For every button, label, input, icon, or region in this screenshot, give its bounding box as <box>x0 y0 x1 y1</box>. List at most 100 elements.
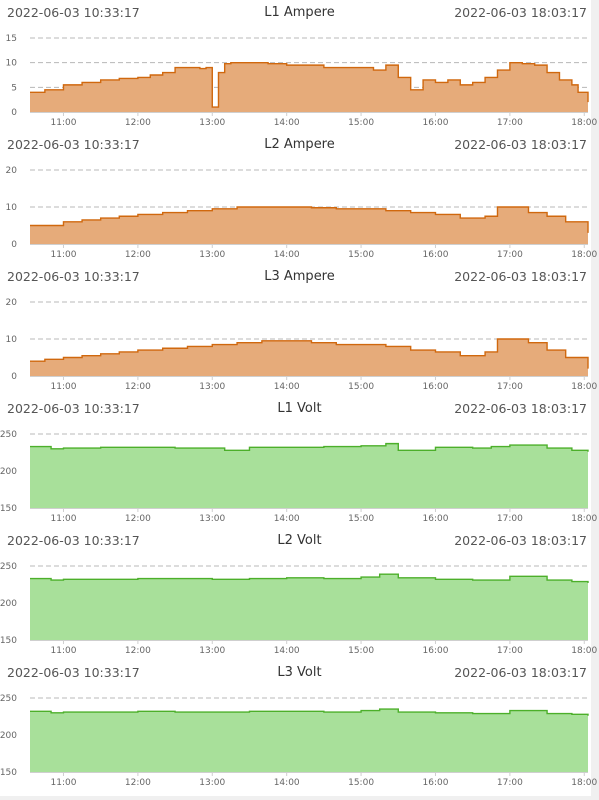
x-tick-label: 11:00 <box>51 118 77 128</box>
x-tick-label: 15:00 <box>348 118 374 128</box>
chart-title: L1 Volt <box>277 401 322 416</box>
y-tick-label: 20 <box>6 166 18 176</box>
chart-panel: L3 Ampere 2022-06-03 10:33:17 2022-06-03 1… <box>0 264 599 396</box>
y-tick-label: 200 <box>0 731 17 741</box>
x-tick-label: 17:00 <box>497 382 523 392</box>
y-tick-label: 0 <box>11 240 17 250</box>
series-area <box>30 709 588 772</box>
page-bottom-edge <box>0 796 599 800</box>
range-end-label: 2022-06-03 18:03:17 <box>454 665 587 680</box>
x-tick-label: 18:00 <box>571 118 597 128</box>
series-line <box>30 206 589 233</box>
x-tick-label: 11:00 <box>51 250 77 260</box>
x-tick-label: 16:00 <box>423 514 449 524</box>
x-tick-label: 17:00 <box>497 250 523 260</box>
x-tick-label: 12:00 <box>125 646 151 656</box>
x-tick-label: 16:00 <box>423 382 449 392</box>
series-line <box>30 442 589 452</box>
chart-title: L3 Volt <box>277 665 322 680</box>
x-tick-label: 13:00 <box>199 778 225 788</box>
y-tick-label: 150 <box>0 504 17 514</box>
range-start-label: 2022-06-03 10:33:17 <box>7 533 140 548</box>
series-area <box>30 574 588 640</box>
y-tick-label: 20 <box>6 298 18 308</box>
chart-svg: 0 10 20 11:00 12:00 13:00 14:00 15:00 16:00 17:00… <box>6 298 598 392</box>
chart-title: L2 Ampere <box>264 137 335 152</box>
y-tick-label: 250 <box>0 562 17 572</box>
x-tick-label: 18:00 <box>571 778 597 788</box>
chart-svg: 150 200 250 11:00 12:00 13:00 14:00 15:00 16:00 1… <box>0 694 598 788</box>
chart-panel: L2 Volt 2022-06-03 10:33:17 2022-06-03 18:… <box>0 528 599 660</box>
y-tick-label: 200 <box>0 599 17 609</box>
x-tick-label: 18:00 <box>571 250 597 260</box>
chart-svg: 0 10 20 11:00 12:00 13:00 14:00 15:00 16:00 17:00… <box>6 166 598 260</box>
series-area <box>30 62 588 112</box>
x-tick-label: 13:00 <box>199 250 225 260</box>
chart-header: L2 Volt 2022-06-03 10:33:17 2022-06-03 18:… <box>0 528 599 552</box>
x-tick-label: 11:00 <box>51 646 77 656</box>
range-end-label: 2022-06-03 18:03:17 <box>454 269 587 284</box>
x-tick-label: 18:00 <box>571 382 597 392</box>
series-line <box>30 61 589 108</box>
page-right-edge <box>591 0 599 800</box>
x-tick-label: 17:00 <box>497 514 523 524</box>
chart-header: L2 Ampere 2022-06-03 10:33:17 2022-06-03 1… <box>0 132 599 156</box>
x-tick-label: 15:00 <box>348 382 374 392</box>
range-end-label: 2022-06-03 18:03:17 <box>454 137 587 152</box>
chart-svg: 0 5 10 15 11:00 12:00 13:00 14:00 15:00 16:00 17:0… <box>6 34 598 128</box>
x-tick-label: 13:00 <box>199 514 225 524</box>
x-tick-label: 14:00 <box>274 514 300 524</box>
chart-panel: L1 Ampere 2022-06-03 10:33:17 2022-06-03 1… <box>0 0 599 132</box>
x-tick-label: 11:00 <box>51 382 77 392</box>
x-tick-label: 12:00 <box>125 778 151 788</box>
x-tick-label: 15:00 <box>348 514 374 524</box>
x-tick-label: 13:00 <box>199 118 225 128</box>
chart-panel: L1 Volt 2022-06-03 10:33:17 2022-06-03 18:… <box>0 396 599 528</box>
range-end-label: 2022-06-03 18:03:17 <box>454 533 587 548</box>
y-tick-label: 150 <box>0 636 17 646</box>
y-tick-label: 5 <box>11 83 17 93</box>
x-tick-label: 17:00 <box>497 118 523 128</box>
range-start-label: 2022-06-03 10:33:17 <box>7 665 140 680</box>
x-tick-label: 18:00 <box>571 646 597 656</box>
series-line <box>30 708 589 716</box>
x-tick-label: 16:00 <box>423 250 449 260</box>
range-start-label: 2022-06-03 10:33:17 <box>7 5 140 20</box>
chart-header: L1 Volt 2022-06-03 10:33:17 2022-06-03 18:… <box>0 396 599 420</box>
chart-header: L3 Ampere 2022-06-03 10:33:17 2022-06-03 1… <box>0 264 599 288</box>
chart-title: L3 Ampere <box>264 269 335 284</box>
chart-panel: L3 Volt 2022-06-03 10:33:17 2022-06-03 18:… <box>0 660 599 792</box>
x-tick-label: 15:00 <box>348 778 374 788</box>
chart-header: L3 Volt 2022-06-03 10:33:17 2022-06-03 18:… <box>0 660 599 684</box>
x-tick-label: 12:00 <box>125 250 151 260</box>
x-tick-label: 13:00 <box>199 646 225 656</box>
y-tick-label: 250 <box>0 430 17 440</box>
x-tick-label: 11:00 <box>51 778 77 788</box>
y-tick-label: 10 <box>6 59 18 69</box>
x-tick-label: 18:00 <box>571 514 597 524</box>
x-tick-label: 13:00 <box>199 382 225 392</box>
y-tick-label: 0 <box>11 372 17 382</box>
x-tick-label: 12:00 <box>125 118 151 128</box>
x-tick-label: 12:00 <box>125 514 151 524</box>
chart-svg: 150 200 250 11:00 12:00 13:00 14:00 15:00 16:00 1… <box>0 430 598 524</box>
range-start-label: 2022-06-03 10:33:17 <box>7 137 140 152</box>
series-area <box>30 207 588 244</box>
y-tick-label: 0 <box>11 108 17 118</box>
series-area <box>30 443 588 508</box>
range-end-label: 2022-06-03 18:03:17 <box>454 5 587 20</box>
chart-panel: L2 Ampere 2022-06-03 10:33:17 2022-06-03 1… <box>0 132 599 264</box>
series-line <box>30 338 589 369</box>
x-tick-label: 14:00 <box>274 382 300 392</box>
range-start-label: 2022-06-03 10:33:17 <box>7 401 140 416</box>
x-tick-label: 11:00 <box>51 514 77 524</box>
x-tick-label: 16:00 <box>423 778 449 788</box>
series-line <box>30 573 589 584</box>
y-tick-label: 200 <box>0 467 17 477</box>
chart-title: L2 Volt <box>277 533 322 548</box>
x-tick-label: 12:00 <box>125 382 151 392</box>
range-end-label: 2022-06-03 18:03:17 <box>454 401 587 416</box>
x-tick-label: 16:00 <box>423 646 449 656</box>
chart-title: L1 Ampere <box>264 5 335 20</box>
x-tick-label: 14:00 <box>274 778 300 788</box>
